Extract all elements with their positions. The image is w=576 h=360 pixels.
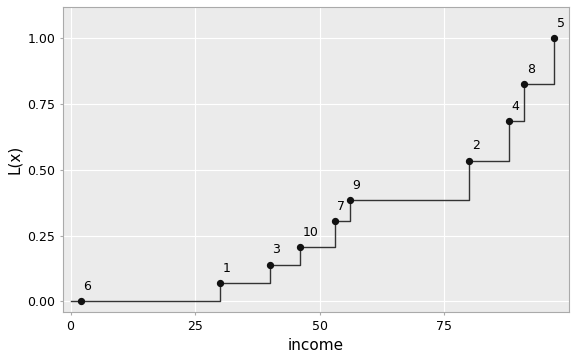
Text: 1: 1: [223, 261, 230, 275]
Text: 10: 10: [302, 226, 319, 239]
Text: 3: 3: [272, 243, 281, 256]
Text: 8: 8: [526, 63, 535, 76]
Point: [330, 218, 339, 224]
Y-axis label: L(x): L(x): [7, 145, 22, 174]
Text: 5: 5: [556, 17, 564, 30]
Text: 6: 6: [83, 280, 91, 293]
Point: [465, 158, 474, 163]
Text: 2: 2: [472, 139, 480, 152]
X-axis label: income: income: [288, 338, 344, 353]
Point: [505, 118, 514, 124]
Text: 9: 9: [353, 179, 360, 192]
Point: [76, 298, 85, 304]
Text: 7: 7: [338, 200, 345, 213]
Point: [295, 244, 305, 250]
Point: [266, 262, 275, 267]
Text: 4: 4: [511, 100, 520, 113]
Point: [550, 36, 559, 41]
Point: [520, 82, 529, 87]
Point: [215, 280, 225, 286]
Point: [345, 197, 354, 203]
